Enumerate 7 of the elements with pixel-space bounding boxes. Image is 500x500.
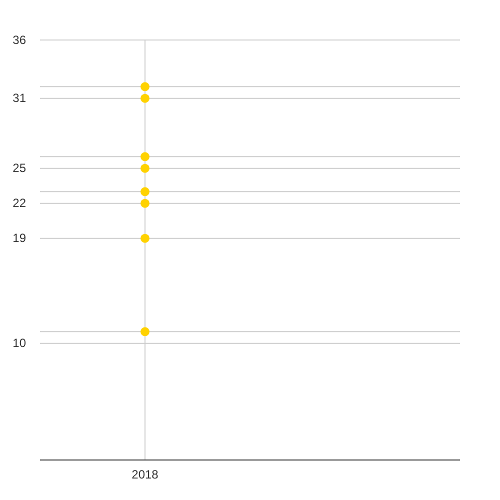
y-tick-label: 25 (12, 161, 26, 176)
x-tick-label: 2018 (132, 468, 159, 482)
y-tick-label: 36 (12, 32, 26, 47)
y-tick-label: 31 (12, 91, 26, 106)
y-tick-label: 22 (12, 196, 26, 210)
y-tick-label: 19 (12, 231, 26, 246)
y-tick-label: 10 (12, 336, 26, 350)
